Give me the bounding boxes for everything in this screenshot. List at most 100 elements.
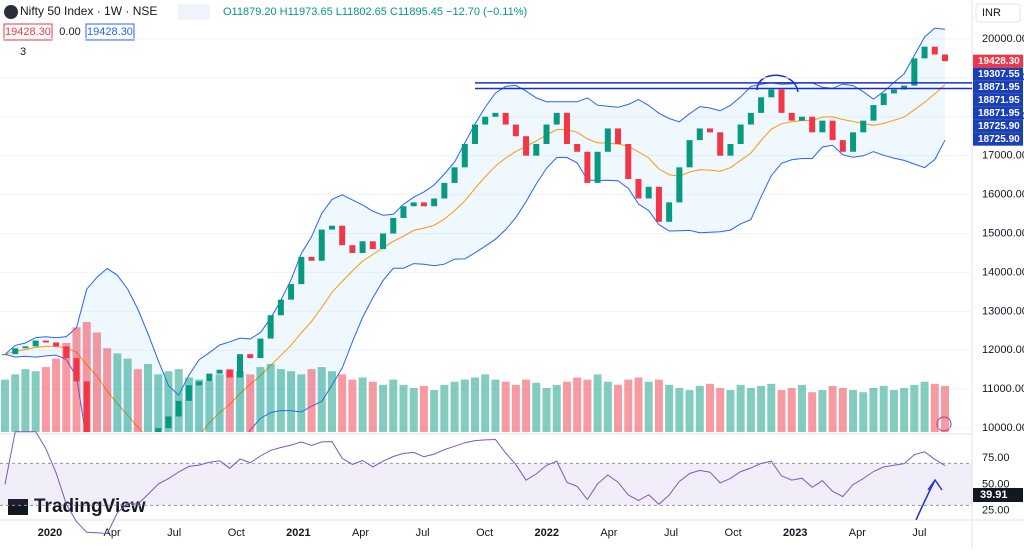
candle (410, 202, 417, 207)
x-tick-label: 2021 (286, 527, 310, 539)
candle (758, 97, 765, 113)
candle (543, 124, 550, 144)
candle (339, 225, 346, 246)
volume-bar (757, 385, 766, 432)
volume-bar (92, 332, 101, 432)
volume-bar (184, 377, 193, 432)
currency-button[interactable] (975, 3, 1021, 23)
volume-bar (164, 371, 173, 432)
y-tick-label: 13000.00 (982, 305, 1024, 317)
volume-bar (552, 384, 561, 432)
candle (390, 217, 397, 234)
volume-bar (787, 388, 796, 432)
candle (901, 85, 908, 90)
volume-bar (859, 392, 868, 432)
candle (860, 120, 867, 133)
candle (533, 144, 540, 156)
rsi-tick-label: 50.00 (982, 478, 1010, 490)
volume-bar (593, 374, 602, 432)
volume-bar (900, 388, 909, 432)
candle (553, 112, 560, 125)
candle (32, 340, 39, 347)
volume-bar (644, 381, 653, 432)
volume-bar (808, 392, 817, 432)
volume-bar (634, 377, 643, 432)
candle (53, 342, 60, 347)
candle (870, 105, 877, 121)
candle (809, 116, 816, 133)
volume-bar (11, 374, 20, 432)
y-tick-label: 20000.00 (982, 33, 1024, 45)
compare-button[interactable] (178, 4, 210, 20)
volume-bar (706, 383, 714, 432)
volume-bar (603, 381, 612, 432)
price-badge-label: 18871.95 (978, 82, 1020, 93)
symbol[interactable]: Nifty 50 Index · 1W · NSE (20, 4, 157, 18)
candle (574, 144, 581, 152)
volume-bar (430, 390, 439, 432)
candle (206, 373, 213, 382)
candle (12, 348, 19, 355)
candle (185, 385, 192, 401)
volume-bar (532, 382, 541, 432)
y-tick-label: 14000.00 (982, 266, 1024, 278)
y-tick-label: 16000.00 (982, 189, 1024, 201)
candle (686, 140, 693, 168)
volume-bar (246, 374, 255, 432)
price-badge (973, 132, 1023, 146)
candle (707, 128, 713, 133)
volume-bar (307, 369, 316, 432)
x-tick-label: Apr (352, 527, 369, 539)
candle (717, 132, 724, 156)
candle (42, 340, 49, 343)
spread: 0.00 (59, 26, 80, 38)
buy-box[interactable] (85, 23, 135, 41)
candle (512, 124, 519, 137)
price-badge (973, 80, 1023, 94)
volume-bar (389, 379, 398, 432)
x-tick-label: 2020 (38, 527, 62, 539)
candle (349, 245, 356, 253)
candle (175, 400, 182, 417)
price-pane (0, 27, 972, 432)
volume-bar (460, 379, 469, 432)
volume-bar (930, 383, 939, 432)
candle (63, 346, 70, 359)
y-tick-label: 10000.00 (982, 422, 1024, 434)
volume-bar (327, 371, 336, 432)
candle (911, 58, 918, 86)
candle (921, 46, 928, 59)
moving-average (4, 84, 946, 432)
candle (298, 256, 305, 285)
candle (492, 112, 499, 117)
sell-price: 19428.30 (5, 26, 51, 38)
candle (73, 358, 80, 382)
volume-bar (562, 381, 571, 432)
volume-bar (62, 342, 71, 432)
price-badge-label: 18725.90 (978, 134, 1020, 145)
candle (380, 233, 387, 250)
candle (788, 112, 795, 121)
candle (237, 354, 243, 378)
volume-bar (358, 377, 367, 432)
volume-bar (838, 388, 847, 432)
currency: INR (982, 7, 1001, 19)
volume-bar (828, 385, 837, 432)
x-tick-label: Apr (104, 527, 121, 539)
sell-box[interactable] (3, 23, 53, 41)
price-badge-label: 18871.95 (978, 95, 1020, 106)
candle (798, 116, 805, 121)
volume-bar (889, 390, 898, 432)
candle (931, 46, 938, 55)
x-tick-label: 2022 (535, 527, 559, 539)
candle (277, 299, 284, 316)
x-tick-label: Apr (849, 527, 866, 539)
rsi-badge (973, 487, 1023, 502)
candle (635, 179, 642, 199)
volume-bar (154, 374, 163, 432)
indicator-count[interactable]: 3 (20, 46, 26, 58)
x-tick-label: Jul (664, 527, 678, 539)
candle (420, 202, 427, 207)
candle (308, 256, 315, 261)
